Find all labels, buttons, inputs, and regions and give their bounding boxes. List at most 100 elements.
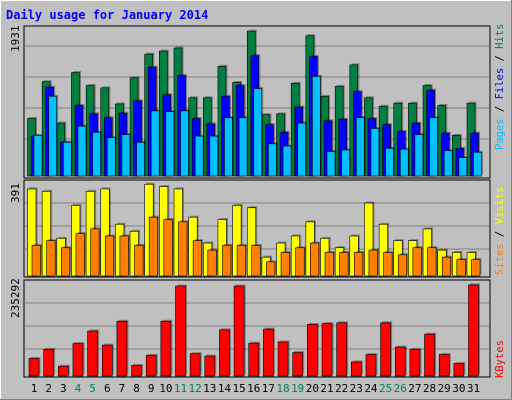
kbytes-bar-day-19 <box>292 352 304 377</box>
pages-bar-day-27 <box>414 134 424 177</box>
sites-bar-day-6 <box>104 235 115 277</box>
kbytes-bar-day-13 <box>204 355 216 377</box>
pages-bar-day-2 <box>48 95 57 177</box>
sites-bar-day-8 <box>134 245 144 277</box>
day-label-8: 8 <box>133 382 140 395</box>
kbytes-bar-day-6 <box>101 344 113 377</box>
kbytes-bar-day-25 <box>380 322 391 377</box>
hits-panel-side-label-part-2: Files <box>494 68 506 100</box>
kbytes-bar-day-17 <box>263 328 274 377</box>
sites-bar-day-9 <box>148 216 158 277</box>
kbytes-bar-day-18 <box>277 341 289 377</box>
day-label-29: 29 <box>438 382 451 395</box>
pages-bar-day-15 <box>238 117 248 177</box>
pages-bar-day-1 <box>33 135 43 177</box>
day-label-24: 24 <box>364 382 378 395</box>
kbytes-bar-day-10 <box>160 320 172 377</box>
visits-panel-side-label-part-1: / <box>494 224 506 243</box>
visits-panel-frame <box>23 179 491 278</box>
pages-bar-day-12 <box>194 135 204 177</box>
pages-bar-day-7 <box>121 134 131 177</box>
sites-bar-day-7 <box>119 235 129 277</box>
kbytes-bar-day-8 <box>131 365 142 377</box>
pages-bar-day-4 <box>77 125 87 177</box>
kbytes-bar-day-15 <box>233 285 245 377</box>
sites-bar-day-19 <box>295 247 305 277</box>
day-label-20: 20 <box>306 382 319 395</box>
sites-bar-day-30 <box>456 259 466 277</box>
kbytes-panel-side-label: KBytes <box>494 340 506 378</box>
pages-bar-day-29 <box>443 150 453 177</box>
kbytes-bar-day-31 <box>468 284 479 377</box>
sites-bar-day-20 <box>310 242 320 277</box>
pages-bar-day-22 <box>341 149 350 177</box>
sites-bar-day-28 <box>427 247 437 277</box>
pages-bar-day-24 <box>370 128 380 177</box>
day-label-14: 14 <box>218 382 232 395</box>
kbytes-bar-day-9 <box>145 354 157 377</box>
sites-bar-day-21 <box>324 252 334 277</box>
day-label-21: 21 <box>320 382 333 395</box>
kbytes-bar-day-29 <box>438 354 450 377</box>
pages-bar-day-26 <box>399 148 409 177</box>
pages-bar-day-17 <box>268 143 277 177</box>
day-axis-labels: 1 2 3 4 5 6 7 8 9 10 11 12 13 14 15 16 17 18 19 20 21 22 23 24 2… <box>31 382 480 395</box>
pages-bar-day-30 <box>458 157 468 177</box>
day-label-9: 9 <box>148 382 155 395</box>
day-label-19: 19 <box>291 382 304 395</box>
kbytes-bar-day-5 <box>87 330 98 377</box>
pages-bar-day-21 <box>326 151 336 177</box>
pages-bar-day-18 <box>282 145 292 177</box>
kbytes-bar-day-23 <box>350 361 362 377</box>
day-label-5: 5 <box>89 382 96 395</box>
pages-bar-day-11 <box>180 110 189 177</box>
day-label-1: 1 <box>31 382 38 395</box>
day-label-30: 30 <box>452 382 465 395</box>
day-label-31: 31 <box>467 382 480 395</box>
visits-panel-side-label: Sites / Visits <box>494 186 506 275</box>
chart-title: Daily usage for January 2014 <box>6 8 208 22</box>
visits-panel-side-label-part-2: Visits <box>494 186 506 224</box>
pages-bar-day-5 <box>92 132 101 177</box>
kbytes-bar-day-14 <box>219 329 230 377</box>
sites-bar-day-10 <box>163 219 173 277</box>
sites-bar-day-22 <box>339 252 349 277</box>
sites-bar-day-4 <box>75 233 85 277</box>
day-label-22: 22 <box>335 382 348 395</box>
hits-panel-side-label-part-1: / <box>494 99 506 118</box>
day-label-25: 25 <box>379 382 392 395</box>
kbytes-bar-day-26 <box>394 346 406 377</box>
day-label-26: 26 <box>394 382 407 395</box>
pages-bar-day-6 <box>106 137 116 177</box>
pages-bar-day-9 <box>150 110 160 177</box>
sites-bar-day-23 <box>353 252 364 277</box>
kbytes-bar-day-11 <box>175 285 186 377</box>
sites-bar-day-3 <box>60 247 71 277</box>
visits-panel-side-label-part-0: Sites <box>494 243 506 275</box>
sites-bar-day-5 <box>90 228 100 277</box>
day-label-10: 10 <box>159 382 172 395</box>
kbytes-bar-day-20 <box>307 324 318 377</box>
sites-bar-day-27 <box>412 247 422 277</box>
kbytes-bar-day-28 <box>424 333 435 377</box>
pages-bar-day-31 <box>473 151 482 177</box>
day-label-16: 16 <box>247 382 260 395</box>
day-label-17: 17 <box>262 382 275 395</box>
hits-panel-side-label-part-4: Hits <box>494 24 506 49</box>
day-label-28: 28 <box>423 382 436 395</box>
sites-bar-day-31 <box>471 259 481 277</box>
sites-bar-day-15 <box>236 245 246 277</box>
pages-bar-day-13 <box>209 135 219 177</box>
day-label-13: 13 <box>203 382 216 395</box>
sites-bar-day-26 <box>397 254 408 277</box>
kbytes-bar-day-3 <box>57 365 69 377</box>
hits-panel-scale-label: 1931 <box>9 26 22 53</box>
kbytes-panel-scale-label: 235292 <box>9 278 22 318</box>
hits-panel-side-label: Pages / Files / Hits <box>494 24 506 150</box>
hits-panel-side-label-part-0: Pages <box>494 118 506 150</box>
day-label-12: 12 <box>189 382 202 395</box>
pages-bar-day-19 <box>297 122 307 177</box>
kbytes-bar-day-2 <box>43 349 54 377</box>
hits-panel-side-label-part-3: / <box>494 49 506 68</box>
